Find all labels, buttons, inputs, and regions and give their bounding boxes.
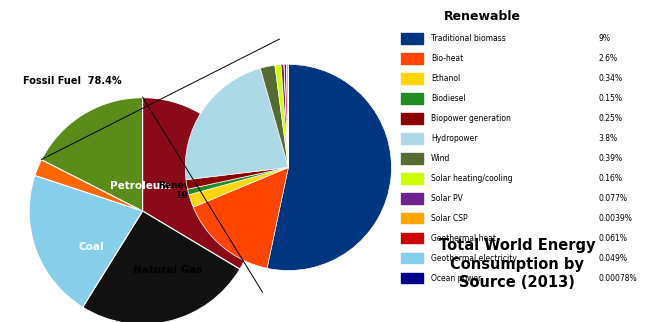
Text: 0.0039%: 0.0039% xyxy=(598,214,632,223)
Text: 0.15%: 0.15% xyxy=(598,94,622,103)
Text: Biodiesel: Biodiesel xyxy=(431,94,465,103)
Text: Fossil Fuel  78.4%: Fossil Fuel 78.4% xyxy=(23,76,122,86)
Wedge shape xyxy=(281,64,288,167)
Text: 0.34%: 0.34% xyxy=(598,74,622,83)
Text: Traditional biomass: Traditional biomass xyxy=(431,34,505,43)
Text: Solar PV: Solar PV xyxy=(431,194,463,203)
Wedge shape xyxy=(35,160,143,211)
Text: 0.00078%: 0.00078% xyxy=(598,274,637,283)
Bar xyxy=(401,133,423,144)
Text: 0.049%: 0.049% xyxy=(598,254,627,263)
Bar xyxy=(401,153,423,164)
Wedge shape xyxy=(185,68,288,180)
Wedge shape xyxy=(275,65,288,167)
Text: 0.061%: 0.061% xyxy=(598,234,627,243)
Wedge shape xyxy=(189,167,288,207)
Wedge shape xyxy=(186,167,288,189)
Wedge shape xyxy=(260,65,288,167)
Text: 9%: 9% xyxy=(598,34,610,43)
Text: Geothermal heat: Geothermal heat xyxy=(431,234,496,243)
Wedge shape xyxy=(267,64,391,270)
Text: Ocean power: Ocean power xyxy=(431,274,481,283)
Bar xyxy=(401,273,423,283)
Text: Geothermal electricity: Geothermal electricity xyxy=(431,254,517,263)
Text: 0.16%: 0.16% xyxy=(598,174,622,183)
Wedge shape xyxy=(29,175,143,307)
Bar xyxy=(401,173,423,184)
Text: Hydropower: Hydropower xyxy=(431,134,478,143)
Wedge shape xyxy=(284,64,288,167)
Text: 0.077%: 0.077% xyxy=(598,194,627,203)
Text: Nuclear 2.6%: Nuclear 2.6% xyxy=(239,227,295,236)
Text: Ethanol: Ethanol xyxy=(431,74,460,83)
Bar xyxy=(401,193,423,204)
Text: 3.8%: 3.8% xyxy=(598,134,618,143)
Text: Total World Energy
Consumption by
Source (2013): Total World Energy Consumption by Source… xyxy=(439,238,595,290)
Text: Natural Gas: Natural Gas xyxy=(133,265,202,275)
Wedge shape xyxy=(286,64,288,167)
Wedge shape xyxy=(187,167,288,195)
Text: Wind: Wind xyxy=(431,154,450,163)
Wedge shape xyxy=(41,98,143,211)
Text: 0.39%: 0.39% xyxy=(598,154,622,163)
Bar xyxy=(401,213,423,223)
Bar xyxy=(401,53,423,64)
Text: Solar heating/cooling: Solar heating/cooling xyxy=(431,174,513,183)
Text: 2.6%: 2.6% xyxy=(598,54,618,63)
Bar xyxy=(401,33,423,44)
Bar xyxy=(401,253,423,263)
Text: 0.25%: 0.25% xyxy=(598,114,622,123)
Bar xyxy=(401,93,423,104)
Text: Renewable: Renewable xyxy=(443,10,520,23)
Text: Bio-heat: Bio-heat xyxy=(431,54,463,63)
Text: Biopower generation: Biopower generation xyxy=(431,114,511,123)
Bar xyxy=(401,73,423,84)
Wedge shape xyxy=(193,167,288,268)
Bar xyxy=(401,233,423,243)
Text: Solar CSP: Solar CSP xyxy=(431,214,468,223)
Bar xyxy=(401,113,423,124)
Wedge shape xyxy=(83,211,240,322)
Text: Petroleum: Petroleum xyxy=(110,181,171,191)
Wedge shape xyxy=(284,64,288,167)
Wedge shape xyxy=(143,98,256,269)
Text: Coal: Coal xyxy=(78,242,104,252)
Text: Renewable
19%: Renewable 19% xyxy=(157,181,214,200)
